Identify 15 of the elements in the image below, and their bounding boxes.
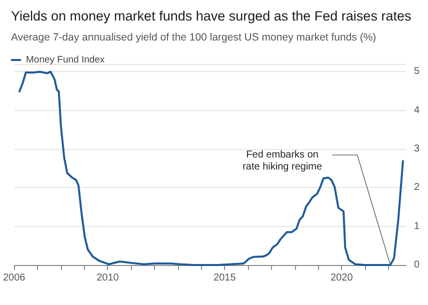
chart-subtitle: Average 7-day annualised yield of the 100 largest US money market funds (%) — [11, 32, 376, 44]
y-tick-label: 4 — [414, 104, 420, 116]
x-tick-label: 2010 — [96, 272, 120, 284]
y-tick-label: 0 — [414, 260, 420, 270]
x-tick-label: 2015 — [214, 272, 236, 284]
y-tick-label: 1 — [414, 220, 420, 232]
y-tick-label: 2 — [414, 182, 420, 194]
line-series — [18, 70, 404, 266]
y-tick-label: 5 — [414, 66, 420, 78]
chart-title: Yields on money market funds have surged as the Fed raises rates — [11, 8, 412, 24]
annotation: Fed embarks on rate hiking regime — [242, 150, 323, 172]
x-tick-label: 2020 — [330, 272, 354, 284]
legend-label: Money Fund Index — [26, 54, 105, 66]
x-tick-label: 2006 — [3, 272, 26, 284]
y-tick-label: 3 — [414, 144, 420, 155]
